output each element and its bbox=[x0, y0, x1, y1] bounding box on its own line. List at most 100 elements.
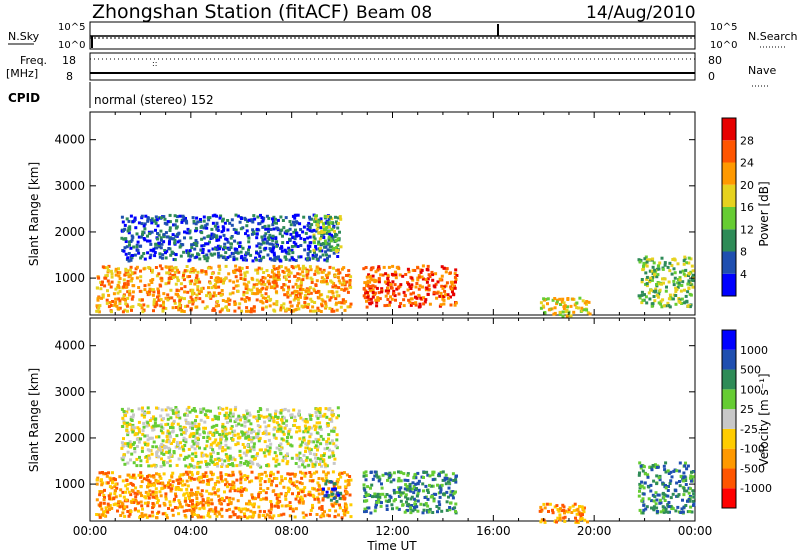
data-cell bbox=[148, 480, 152, 484]
data-cell bbox=[147, 454, 151, 458]
data-cell bbox=[252, 214, 256, 218]
data-cell bbox=[671, 297, 675, 301]
data-cell bbox=[205, 439, 209, 443]
data-cell bbox=[310, 223, 314, 227]
data-cell bbox=[179, 441, 182, 445]
data-cell bbox=[299, 470, 302, 474]
data-cell bbox=[308, 447, 312, 451]
data-cell bbox=[167, 276, 171, 280]
data-cell bbox=[343, 485, 347, 489]
data-cell bbox=[162, 235, 166, 239]
data-cell bbox=[209, 507, 213, 511]
data-cell bbox=[175, 408, 179, 412]
data-cell bbox=[236, 417, 239, 421]
data-cell bbox=[285, 232, 289, 236]
data-cell bbox=[640, 280, 644, 284]
data-cell bbox=[267, 224, 271, 228]
data-cell bbox=[195, 415, 199, 419]
data-cell bbox=[307, 290, 311, 294]
data-cell bbox=[336, 255, 340, 258]
data-cell bbox=[153, 483, 156, 487]
data-cell bbox=[215, 238, 219, 242]
data-cell bbox=[293, 472, 297, 476]
data-cell bbox=[234, 506, 238, 510]
data-cell bbox=[127, 514, 131, 518]
data-cell bbox=[293, 308, 297, 312]
data-cell bbox=[311, 503, 314, 507]
data-cell bbox=[308, 452, 312, 455]
data-cell bbox=[252, 505, 256, 509]
data-cell bbox=[686, 290, 690, 294]
data-cell bbox=[282, 302, 286, 306]
data-cell bbox=[167, 507, 170, 510]
data-cell bbox=[317, 438, 321, 442]
data-cell bbox=[293, 213, 297, 217]
data-cell bbox=[147, 283, 151, 287]
data-cell bbox=[324, 245, 328, 249]
data-cell bbox=[588, 312, 592, 316]
data-cell bbox=[650, 499, 653, 503]
data-cell bbox=[269, 442, 273, 446]
data-cell bbox=[196, 470, 200, 474]
data-cell bbox=[191, 439, 195, 443]
data-cell bbox=[257, 495, 261, 499]
data-cell bbox=[295, 430, 299, 434]
data-cell bbox=[232, 271, 236, 274]
data-cell bbox=[311, 253, 315, 257]
data-cell bbox=[315, 470, 319, 474]
data-cell bbox=[300, 490, 304, 494]
data-cell bbox=[323, 510, 326, 514]
data-cell bbox=[248, 427, 251, 431]
data-cell bbox=[211, 461, 215, 465]
data-cell bbox=[409, 292, 413, 296]
data-cell bbox=[324, 241, 328, 245]
data-cell bbox=[165, 435, 169, 438]
data-cell bbox=[155, 496, 159, 500]
data-cell bbox=[171, 471, 175, 475]
data-cell bbox=[423, 300, 427, 304]
data-cell bbox=[100, 507, 104, 511]
data-cell bbox=[193, 268, 197, 272]
data-cell bbox=[202, 436, 206, 439]
data-cell bbox=[578, 505, 581, 508]
data-cell bbox=[289, 304, 293, 308]
data-cell bbox=[243, 271, 247, 275]
data-cell bbox=[670, 264, 674, 267]
data-cell bbox=[269, 228, 273, 231]
data-cell bbox=[158, 298, 162, 302]
data-cell bbox=[287, 432, 291, 436]
data-cell bbox=[147, 482, 151, 486]
data-cell bbox=[210, 425, 214, 429]
data-cell bbox=[653, 270, 657, 274]
data-cell bbox=[320, 505, 324, 508]
x-tick-label: 16:00 bbox=[476, 524, 511, 538]
data-cell bbox=[664, 461, 668, 465]
data-cell bbox=[328, 441, 332, 445]
data-cell bbox=[192, 464, 196, 468]
data-cell bbox=[195, 497, 199, 500]
data-cell bbox=[190, 511, 194, 515]
data-cell bbox=[539, 520, 543, 524]
data-cell bbox=[349, 503, 353, 507]
data-cell bbox=[149, 484, 153, 488]
data-cell bbox=[328, 245, 332, 249]
data-cell bbox=[268, 247, 272, 251]
data-cell bbox=[238, 220, 242, 224]
data-cell bbox=[337, 414, 340, 418]
data-cell bbox=[112, 497, 116, 501]
data-cell bbox=[141, 409, 145, 413]
data-cell bbox=[421, 264, 425, 268]
data-cell bbox=[348, 284, 352, 288]
data-cell bbox=[152, 300, 156, 304]
data-cell bbox=[239, 490, 243, 494]
data-cell bbox=[220, 436, 224, 439]
data-cell bbox=[587, 300, 591, 304]
data-cell bbox=[409, 506, 413, 510]
data-cell bbox=[279, 265, 283, 268]
data-cell bbox=[411, 509, 415, 513]
data-cell bbox=[411, 487, 414, 491]
data-cell bbox=[128, 440, 132, 444]
data-cell bbox=[196, 436, 200, 440]
data-cell bbox=[328, 265, 332, 269]
data-cell bbox=[279, 308, 283, 312]
